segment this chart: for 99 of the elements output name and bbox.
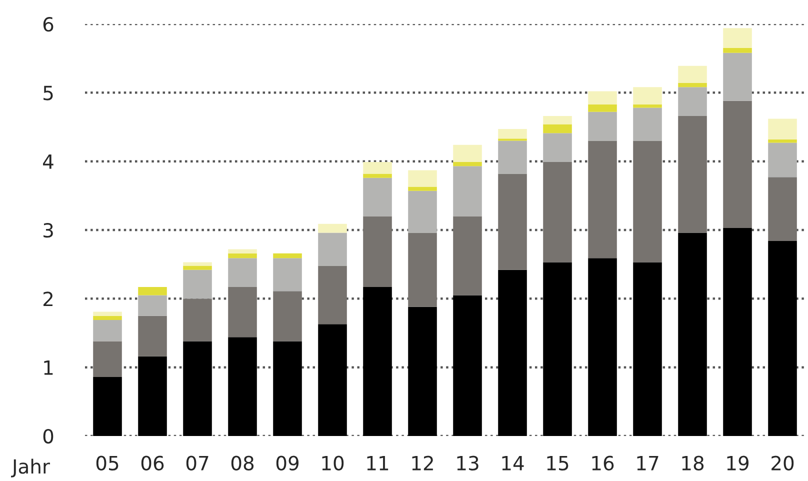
bar: [543, 124, 572, 134]
bar: [228, 253, 257, 258]
bar: [678, 83, 707, 88]
bar: [543, 133, 572, 162]
bar: [93, 320, 122, 342]
bar: [273, 258, 302, 292]
bar: [678, 66, 707, 84]
bar: [408, 186, 437, 191]
bar: [408, 170, 437, 187]
bar: [183, 341, 212, 436]
x-tick-label: 18: [682, 456, 704, 470]
bar: [543, 162, 572, 262]
x-tick-label: 15: [547, 456, 568, 470]
bar: [723, 52, 752, 101]
bar: [498, 140, 527, 174]
y-tick-label: 2: [44, 292, 52, 306]
bar: [723, 28, 752, 48]
bar: [453, 162, 482, 166]
bar: [138, 316, 167, 356]
x-tick-label: 07: [186, 456, 208, 470]
bar: [138, 286, 167, 296]
x-tick-label: 17: [637, 456, 658, 470]
bar: [318, 266, 347, 324]
x-axis-title: Jahr: [11, 458, 50, 478]
bar: [768, 118, 797, 140]
bar: [633, 140, 662, 262]
bar: [228, 337, 257, 436]
bar: [408, 306, 437, 436]
bar: [723, 48, 752, 53]
bar: [363, 174, 392, 178]
bar: [93, 376, 122, 436]
bar: [93, 312, 122, 316]
bar: [723, 228, 752, 436]
bar: [453, 295, 482, 436]
bar: [273, 253, 302, 258]
y-tick-label: 6: [43, 16, 54, 32]
bar: [363, 286, 392, 436]
bar: [768, 139, 797, 143]
bar: [318, 324, 347, 436]
bar: [678, 232, 707, 436]
bar: [183, 298, 212, 342]
bar: [498, 270, 527, 436]
x-tick-label: 10: [322, 456, 344, 470]
bar: [138, 295, 167, 316]
bar: [273, 291, 302, 342]
x-tick-label: 12: [412, 456, 433, 470]
bar: [453, 166, 482, 216]
bar: [93, 316, 122, 320]
bar: [768, 142, 797, 178]
bar: [588, 104, 617, 112]
bar: [228, 286, 257, 338]
y-tick-label: 4: [43, 154, 54, 169]
bar: [363, 216, 392, 287]
bar: [768, 240, 797, 436]
bar: [768, 177, 797, 241]
bar: [633, 87, 662, 104]
bar: [273, 341, 302, 436]
y-tick-label: 0: [43, 428, 54, 444]
x-tick-label: 14: [502, 456, 524, 470]
x-tick-label: 05: [96, 456, 118, 470]
bar: [498, 174, 527, 270]
y-tick-label: 1: [44, 360, 53, 375]
x-tick-label: 08: [231, 456, 254, 470]
bar: [678, 116, 707, 233]
bar: [408, 190, 437, 233]
bar: [588, 91, 617, 104]
bar: [93, 341, 122, 377]
bar: [228, 249, 257, 254]
bar: [453, 216, 482, 296]
bar: [633, 104, 662, 108]
bar: [228, 258, 257, 287]
y-tick-label: 5: [44, 86, 53, 100]
bar: [183, 266, 212, 270]
bar: [498, 129, 527, 139]
bar: [183, 270, 212, 299]
bar: [453, 144, 482, 162]
bar: [363, 178, 392, 216]
x-tick-label: 16: [592, 456, 614, 470]
bar: [723, 100, 752, 228]
x-tick-label: 06: [141, 456, 164, 470]
bar: [588, 112, 617, 141]
bar: [318, 232, 347, 266]
x-tick-label: 13: [457, 456, 478, 470]
bar: [633, 262, 662, 436]
bar: [678, 87, 707, 116]
bar: [543, 262, 572, 436]
bar: [408, 232, 437, 307]
bar: [588, 258, 617, 436]
x-tick-label: 11: [367, 456, 388, 470]
bar: [363, 162, 392, 174]
bar: [318, 224, 347, 233]
bar: [543, 116, 572, 124]
bar: [138, 356, 167, 436]
x-tick-label: 20: [772, 456, 794, 470]
bar: [633, 108, 662, 141]
bar: [588, 140, 617, 258]
x-tick-label: 09: [276, 456, 299, 470]
x-tick-label: 19: [727, 456, 749, 470]
y-tick-label: 3: [44, 222, 53, 238]
